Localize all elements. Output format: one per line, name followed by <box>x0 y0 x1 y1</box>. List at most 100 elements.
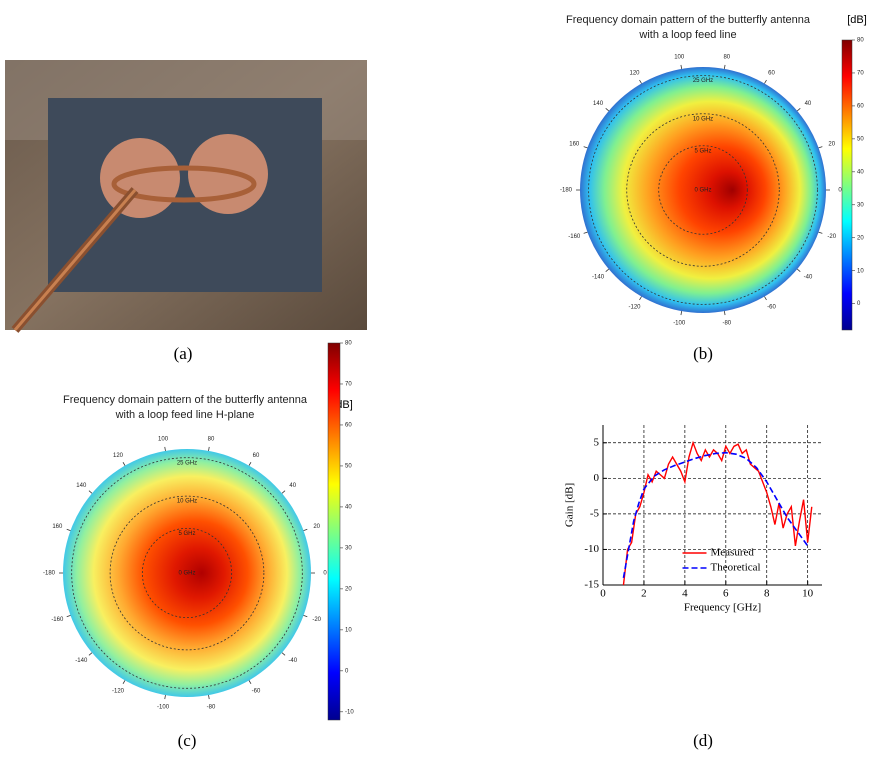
angle-tick <box>680 64 683 69</box>
colorbar-tick-label: 70 <box>857 71 864 77</box>
ring-label: 25 GHz <box>177 460 197 466</box>
angle-tick <box>164 446 166 451</box>
colorbar-tick-label: 80 <box>857 38 864 44</box>
angle-tick <box>818 231 823 234</box>
x-tick-label: 0 <box>600 588 606 600</box>
board <box>48 98 322 292</box>
ring-label: 0 GHz <box>178 571 195 577</box>
angle-label: 140 <box>593 101 604 107</box>
colorbar-tick-label: 30 <box>857 202 864 208</box>
angle-tick <box>764 296 767 301</box>
angle-tick <box>764 79 767 84</box>
colorbar-tick-label: 30 <box>345 545 352 551</box>
angle-label: 20 <box>313 524 320 530</box>
y-tick-label: -15 <box>584 579 599 591</box>
angle-label: 80 <box>723 55 730 61</box>
colorbar-tick-label: 40 <box>345 504 352 510</box>
colorbar-label: [dB] <box>847 14 867 26</box>
frequency-ring <box>109 495 265 651</box>
angle-tick <box>583 146 588 149</box>
angle-tick <box>88 490 93 494</box>
angle-label: -40 <box>804 274 813 280</box>
ring-label: 5 GHz <box>178 531 195 537</box>
frequency-ring <box>626 113 780 267</box>
colorbar-tick-label: -10 <box>345 709 354 715</box>
ring-label: 25 GHz <box>693 78 713 84</box>
y-tick-label: 0 <box>594 472 600 484</box>
angle-label: 100 <box>158 437 169 443</box>
legend-label: Measured <box>711 547 755 559</box>
angle-label: 160 <box>52 524 63 530</box>
heatmap <box>63 449 311 697</box>
feed-loop <box>111 165 257 203</box>
angle-label: -20 <box>827 234 836 240</box>
colorbar-tick-label: 20 <box>345 586 352 592</box>
angle-label: -80 <box>207 705 216 711</box>
angle-label: -120 <box>112 688 125 694</box>
colorbar-tick-label: 50 <box>345 464 352 470</box>
angle-tick <box>208 446 210 451</box>
chart-title: with a loop feed line <box>638 29 736 41</box>
colorbar-tick-label: 10 <box>345 627 352 633</box>
angle-label: -180 <box>43 571 56 577</box>
colorbar <box>841 39 853 331</box>
colorbar-tick-label: 0 <box>857 301 861 307</box>
ring-label: 0 GHz <box>694 188 711 194</box>
angle-tick <box>88 652 93 656</box>
series-line <box>622 451 809 579</box>
angle-label: 40 <box>805 101 812 107</box>
angle-label: -140 <box>75 658 88 664</box>
angle-tick <box>122 461 126 466</box>
angle-tick <box>281 490 286 494</box>
colorbar-tick-label: 70 <box>345 382 352 388</box>
angle-label: 80 <box>208 437 215 443</box>
x-tick-label: 4 <box>682 588 688 600</box>
angle-tick <box>818 146 823 149</box>
angle-label: -160 <box>568 234 581 240</box>
angle-label: 60 <box>253 453 260 459</box>
x-tick-label: 10 <box>802 588 814 600</box>
colorbar-tick-label: 80 <box>345 341 352 347</box>
angle-label: -60 <box>252 688 261 694</box>
angle-tick <box>723 64 726 69</box>
colorbar-tick-label: 20 <box>857 235 864 241</box>
angle-tick <box>303 615 308 618</box>
angle-tick <box>680 311 683 316</box>
angle-label: -160 <box>51 617 64 623</box>
angle-tick <box>208 695 210 700</box>
angle-tick <box>281 652 286 656</box>
frequency-ring <box>658 145 748 235</box>
angle-label: -60 <box>767 304 776 310</box>
angle-label: -120 <box>628 304 641 310</box>
angle-label: 20 <box>828 141 835 147</box>
caption: (c) <box>178 731 197 750</box>
angle-tick <box>796 268 801 272</box>
angle-label: -100 <box>157 705 170 711</box>
chart-title: with a loop feed line H-plane <box>115 409 255 421</box>
colorbar-tick-label: 60 <box>345 423 352 429</box>
colorbar-tick-label: 60 <box>857 103 864 109</box>
angle-label: 0 <box>323 571 327 577</box>
x-tick-label: 6 <box>723 588 729 600</box>
angle-tick <box>66 615 71 618</box>
angle-tick <box>723 311 726 316</box>
angle-label: 160 <box>569 141 580 147</box>
chart-title: Frequency domain pattern of the butterfl… <box>566 14 811 26</box>
angle-label: 40 <box>289 483 296 489</box>
legend-label: Theoretical <box>711 562 761 574</box>
angle-label: 60 <box>768 71 775 77</box>
ring-label: 5 GHz <box>694 148 711 154</box>
caption: (d) <box>693 731 713 750</box>
y-tick-label: 5 <box>594 436 600 448</box>
angle-tick <box>605 108 610 112</box>
angle-label: 120 <box>113 453 124 459</box>
angle-tick <box>164 695 166 700</box>
colorbar-tick-label: 0 <box>345 668 349 674</box>
chart-title: Frequency domain pattern of the butterfl… <box>63 394 308 406</box>
angle-tick <box>248 461 252 466</box>
angle-label: -100 <box>673 321 686 327</box>
angle-label: -180 <box>560 188 573 194</box>
angle-tick <box>303 528 308 531</box>
x-tick-label: 8 <box>764 588 770 600</box>
